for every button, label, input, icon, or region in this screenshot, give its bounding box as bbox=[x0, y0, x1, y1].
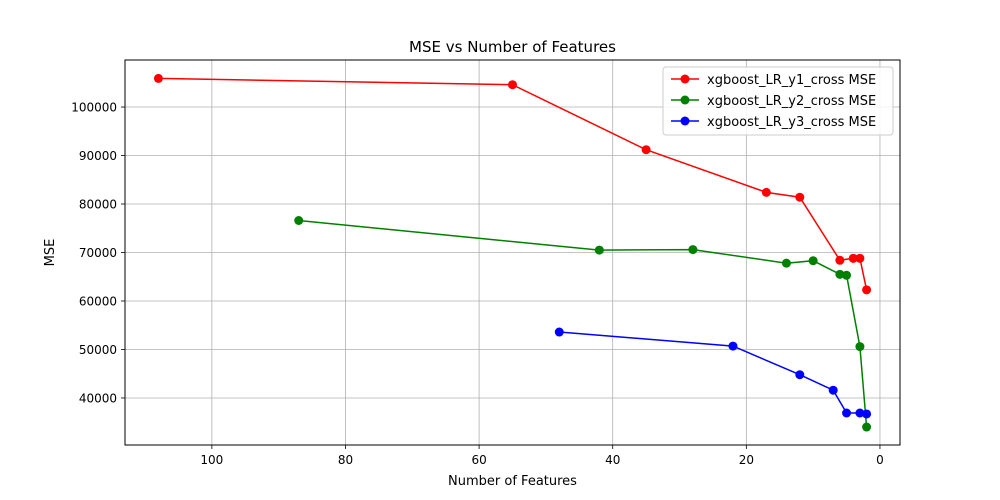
legend-box bbox=[662, 66, 894, 136]
data-point bbox=[728, 341, 738, 351]
data-point bbox=[855, 408, 865, 418]
series-line bbox=[559, 331, 867, 415]
data-point bbox=[781, 258, 791, 268]
x-axis-ticks: 100 80 60 40 20 0 bbox=[200, 445, 884, 467]
legend: xgboost_LR_y1_cross MSE xgboost_LR_y2_cro… bbox=[662, 66, 894, 136]
data-point bbox=[761, 187, 771, 197]
y-axis-label: MSE bbox=[43, 239, 58, 267]
data-point bbox=[842, 270, 852, 280]
data-point bbox=[294, 215, 304, 225]
legend-marker bbox=[680, 116, 690, 126]
x-axis-label: Number of Features bbox=[448, 474, 577, 489]
data-point bbox=[594, 245, 604, 255]
series-1 bbox=[153, 73, 872, 295]
data-point bbox=[835, 269, 845, 279]
legend-label: xgboost_LR_y3_cross MSE bbox=[707, 115, 876, 130]
data-point bbox=[688, 245, 698, 255]
data-point bbox=[153, 73, 163, 83]
data-point bbox=[855, 342, 865, 352]
legend-item: xgboost_LR_y1_cross MSE bbox=[671, 73, 876, 88]
series-2 bbox=[294, 215, 872, 432]
y-tick-label: 40000 bbox=[79, 391, 117, 405]
y-tick-label: 60000 bbox=[79, 294, 117, 308]
legend-item: xgboost_LR_y3_cross MSE bbox=[671, 115, 876, 130]
plot-series bbox=[153, 73, 872, 432]
y-tick-label: 50000 bbox=[79, 343, 117, 357]
x-tick-label: 0 bbox=[876, 453, 884, 467]
y-tick-label: 70000 bbox=[79, 246, 117, 260]
legend-item: xgboost_LR_y2_cross MSE bbox=[671, 94, 876, 109]
x-tick-label: 40 bbox=[605, 453, 620, 467]
data-point bbox=[641, 145, 651, 155]
x-tick-label: 100 bbox=[200, 453, 223, 467]
data-point bbox=[855, 253, 865, 263]
data-point bbox=[862, 422, 872, 432]
data-point bbox=[795, 370, 805, 380]
legend-label: xgboost_LR_y2_cross MSE bbox=[707, 94, 876, 109]
data-point bbox=[828, 385, 838, 395]
data-point bbox=[842, 408, 852, 418]
data-point bbox=[554, 327, 564, 337]
y-tick-label: 100000 bbox=[71, 101, 117, 115]
data-point bbox=[862, 285, 872, 295]
x-tick-label: 20 bbox=[739, 453, 754, 467]
data-point bbox=[508, 80, 517, 90]
y-tick-label: 80000 bbox=[79, 198, 117, 212]
data-point bbox=[862, 409, 872, 419]
legend-label: xgboost_LR_y1_cross MSE bbox=[707, 73, 876, 88]
legend-marker bbox=[680, 95, 690, 105]
series-line bbox=[298, 219, 868, 428]
data-point bbox=[795, 192, 805, 202]
data-point bbox=[835, 255, 845, 265]
y-tick-label: 90000 bbox=[79, 149, 117, 163]
data-point bbox=[808, 256, 818, 266]
x-tick-label: 80 bbox=[338, 453, 353, 467]
y-axis-ticks: 40000 50000 60000 70000 80000 90000 100000 bbox=[71, 101, 125, 405]
series-3 bbox=[554, 327, 872, 419]
x-tick-label: 60 bbox=[471, 453, 486, 467]
chart-title: MSE vs Number of Features bbox=[409, 38, 616, 56]
legend-marker bbox=[680, 74, 690, 84]
data-point bbox=[848, 253, 858, 263]
